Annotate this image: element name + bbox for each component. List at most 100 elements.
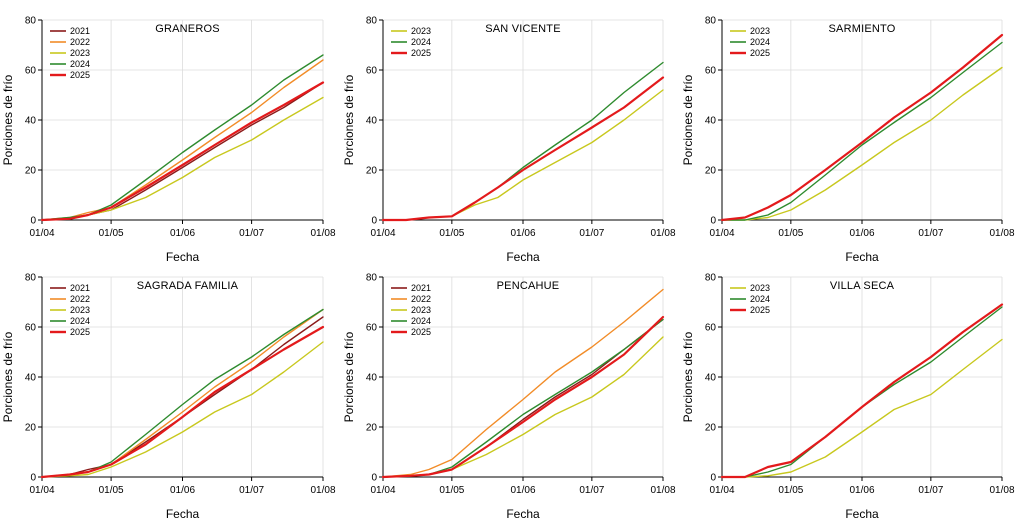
y-tick-label: 20 xyxy=(705,166,717,177)
y-tick-label: 60 xyxy=(25,323,37,334)
y-tick-label: 80 xyxy=(25,273,37,284)
y-tick-label: 80 xyxy=(25,16,37,27)
y-tick-label: 20 xyxy=(25,423,37,434)
legend-label-2021: 2021 xyxy=(70,283,90,293)
y-tick-label: 60 xyxy=(366,323,378,334)
y-tick-label: 40 xyxy=(25,116,37,127)
x-tick-label: 01/07 xyxy=(918,485,943,496)
panel-pencahue: 0 20 40 60 80 01/04 01/05 01/06 01/07 01/08 Porcio… xyxy=(342,273,676,522)
series-line-2025 xyxy=(720,303,1004,479)
x-tick-label: 01/06 xyxy=(170,485,195,496)
y-tick-label: 0 xyxy=(710,216,716,227)
series-line-2025 xyxy=(40,81,325,222)
y-tick-label: 0 xyxy=(30,473,36,484)
y-axis-title: Porciones de frío xyxy=(342,331,356,422)
y-tick-label: 0 xyxy=(371,473,377,484)
x-tick-label: 01/08 xyxy=(310,228,335,239)
y-tick-label: 0 xyxy=(371,216,377,227)
legend-label-2024: 2024 xyxy=(411,316,431,326)
x-tick-label: 01/06 xyxy=(849,485,874,496)
series-line-2025 xyxy=(720,33,1004,222)
legend-label-2021: 2021 xyxy=(70,26,90,36)
y-tick-label: 40 xyxy=(366,116,378,127)
series-line-2023 xyxy=(41,341,324,478)
y-tick-label: 0 xyxy=(30,216,36,227)
legend-label-2023: 2023 xyxy=(70,48,90,58)
y-tick-label: 20 xyxy=(25,166,37,177)
x-tick-label: 01/08 xyxy=(650,485,675,496)
y-tick-label: 20 xyxy=(366,166,378,177)
x-tick-label: 01/08 xyxy=(650,228,675,239)
legend-label-2023: 2023 xyxy=(750,283,770,293)
series-line-2022 xyxy=(41,59,324,221)
legend-label-2023: 2023 xyxy=(70,305,90,315)
x-tick-label: 01/05 xyxy=(778,228,803,239)
x-tick-label: 01/08 xyxy=(989,228,1014,239)
panel-title: GRANEROS xyxy=(155,23,220,35)
y-axis-title: Porciones de frío xyxy=(1,74,15,165)
x-tick-label: 01/04 xyxy=(29,228,54,239)
legend-label-2022: 2022 xyxy=(411,294,431,304)
y-tick-label: 60 xyxy=(705,66,717,77)
series-line-2024 xyxy=(721,41,1003,221)
y-tick-label: 60 xyxy=(705,323,717,334)
x-axis-title: Fecha xyxy=(166,507,200,521)
legend-label-2025: 2025 xyxy=(750,48,770,58)
panel-sagrada-familia: 0 20 40 60 80 01/04 01/05 01/06 01/07 01/08 Porcio… xyxy=(1,273,336,522)
y-tick-label: 80 xyxy=(366,16,378,27)
panel-graneros: 0 20 40 60 80 01/04 01/05 01/06 01/07 01/08 Porcio… xyxy=(1,16,336,265)
y-tick-label: 20 xyxy=(366,423,378,434)
x-axis-title: Fecha xyxy=(845,250,879,264)
series-line-2025 xyxy=(381,315,665,479)
panel-title: SAGRADA FAMILIA xyxy=(137,280,239,292)
legend-label-2025: 2025 xyxy=(411,327,431,337)
x-axis-title: Fecha xyxy=(506,507,540,521)
x-tick-label: 01/04 xyxy=(29,485,54,496)
x-tick-label: 01/07 xyxy=(579,485,604,496)
x-tick-label: 01/06 xyxy=(170,228,195,239)
y-tick-label: 40 xyxy=(705,116,717,127)
y-tick-label: 0 xyxy=(710,473,716,484)
x-tick-label: 01/04 xyxy=(709,228,734,239)
panel-title: PENCAHUE xyxy=(497,280,560,292)
x-tick-label: 01/05 xyxy=(99,485,124,496)
x-tick-label: 01/07 xyxy=(918,228,943,239)
legend-label-2025: 2025 xyxy=(411,48,431,58)
series-line-2022 xyxy=(382,288,664,478)
x-tick-label: 01/07 xyxy=(579,228,604,239)
legend-label-2025: 2025 xyxy=(750,305,770,315)
panel-title: VILLA SECA xyxy=(830,280,895,292)
legend-label-2023: 2023 xyxy=(411,305,431,315)
legend-label-2022: 2022 xyxy=(70,37,90,47)
x-tick-label: 01/06 xyxy=(510,228,535,239)
series-line-2025 xyxy=(40,325,325,479)
legend-label-2024: 2024 xyxy=(750,294,770,304)
legend-label-2025: 2025 xyxy=(70,70,90,80)
x-tick-label: 01/05 xyxy=(439,228,464,239)
legend-label-2024: 2024 xyxy=(411,37,431,47)
x-axis-title: Fecha xyxy=(166,250,200,264)
panel-title: SARMIENTO xyxy=(829,23,896,35)
x-axis-title: Fecha xyxy=(506,250,540,264)
x-tick-label: 01/07 xyxy=(239,485,264,496)
y-tick-label: 80 xyxy=(705,16,717,27)
y-axis-title: Porciones de frío xyxy=(342,74,356,165)
y-axis-title: Porciones de frío xyxy=(681,74,695,165)
x-tick-label: 01/04 xyxy=(370,485,395,496)
y-tick-label: 20 xyxy=(705,423,717,434)
x-tick-label: 01/08 xyxy=(310,485,335,496)
x-tick-label: 01/04 xyxy=(709,485,734,496)
legend-label-2024: 2024 xyxy=(70,316,90,326)
y-tick-label: 40 xyxy=(705,373,717,384)
y-axis-title: Porciones de frío xyxy=(1,331,15,422)
y-tick-label: 80 xyxy=(705,273,717,284)
y-tick-label: 80 xyxy=(366,273,378,284)
series-line-2023 xyxy=(721,338,1003,478)
y-tick-label: 60 xyxy=(366,66,378,77)
panel-title: SAN VICENTE xyxy=(485,23,561,35)
panel-villa-seca: 0 20 40 60 80 01/04 01/05 01/06 01/07 01/08 Porcio… xyxy=(681,273,1015,522)
legend-label-2024: 2024 xyxy=(750,37,770,47)
series-line-2025 xyxy=(381,76,665,222)
legend-label-2021: 2021 xyxy=(411,283,431,293)
